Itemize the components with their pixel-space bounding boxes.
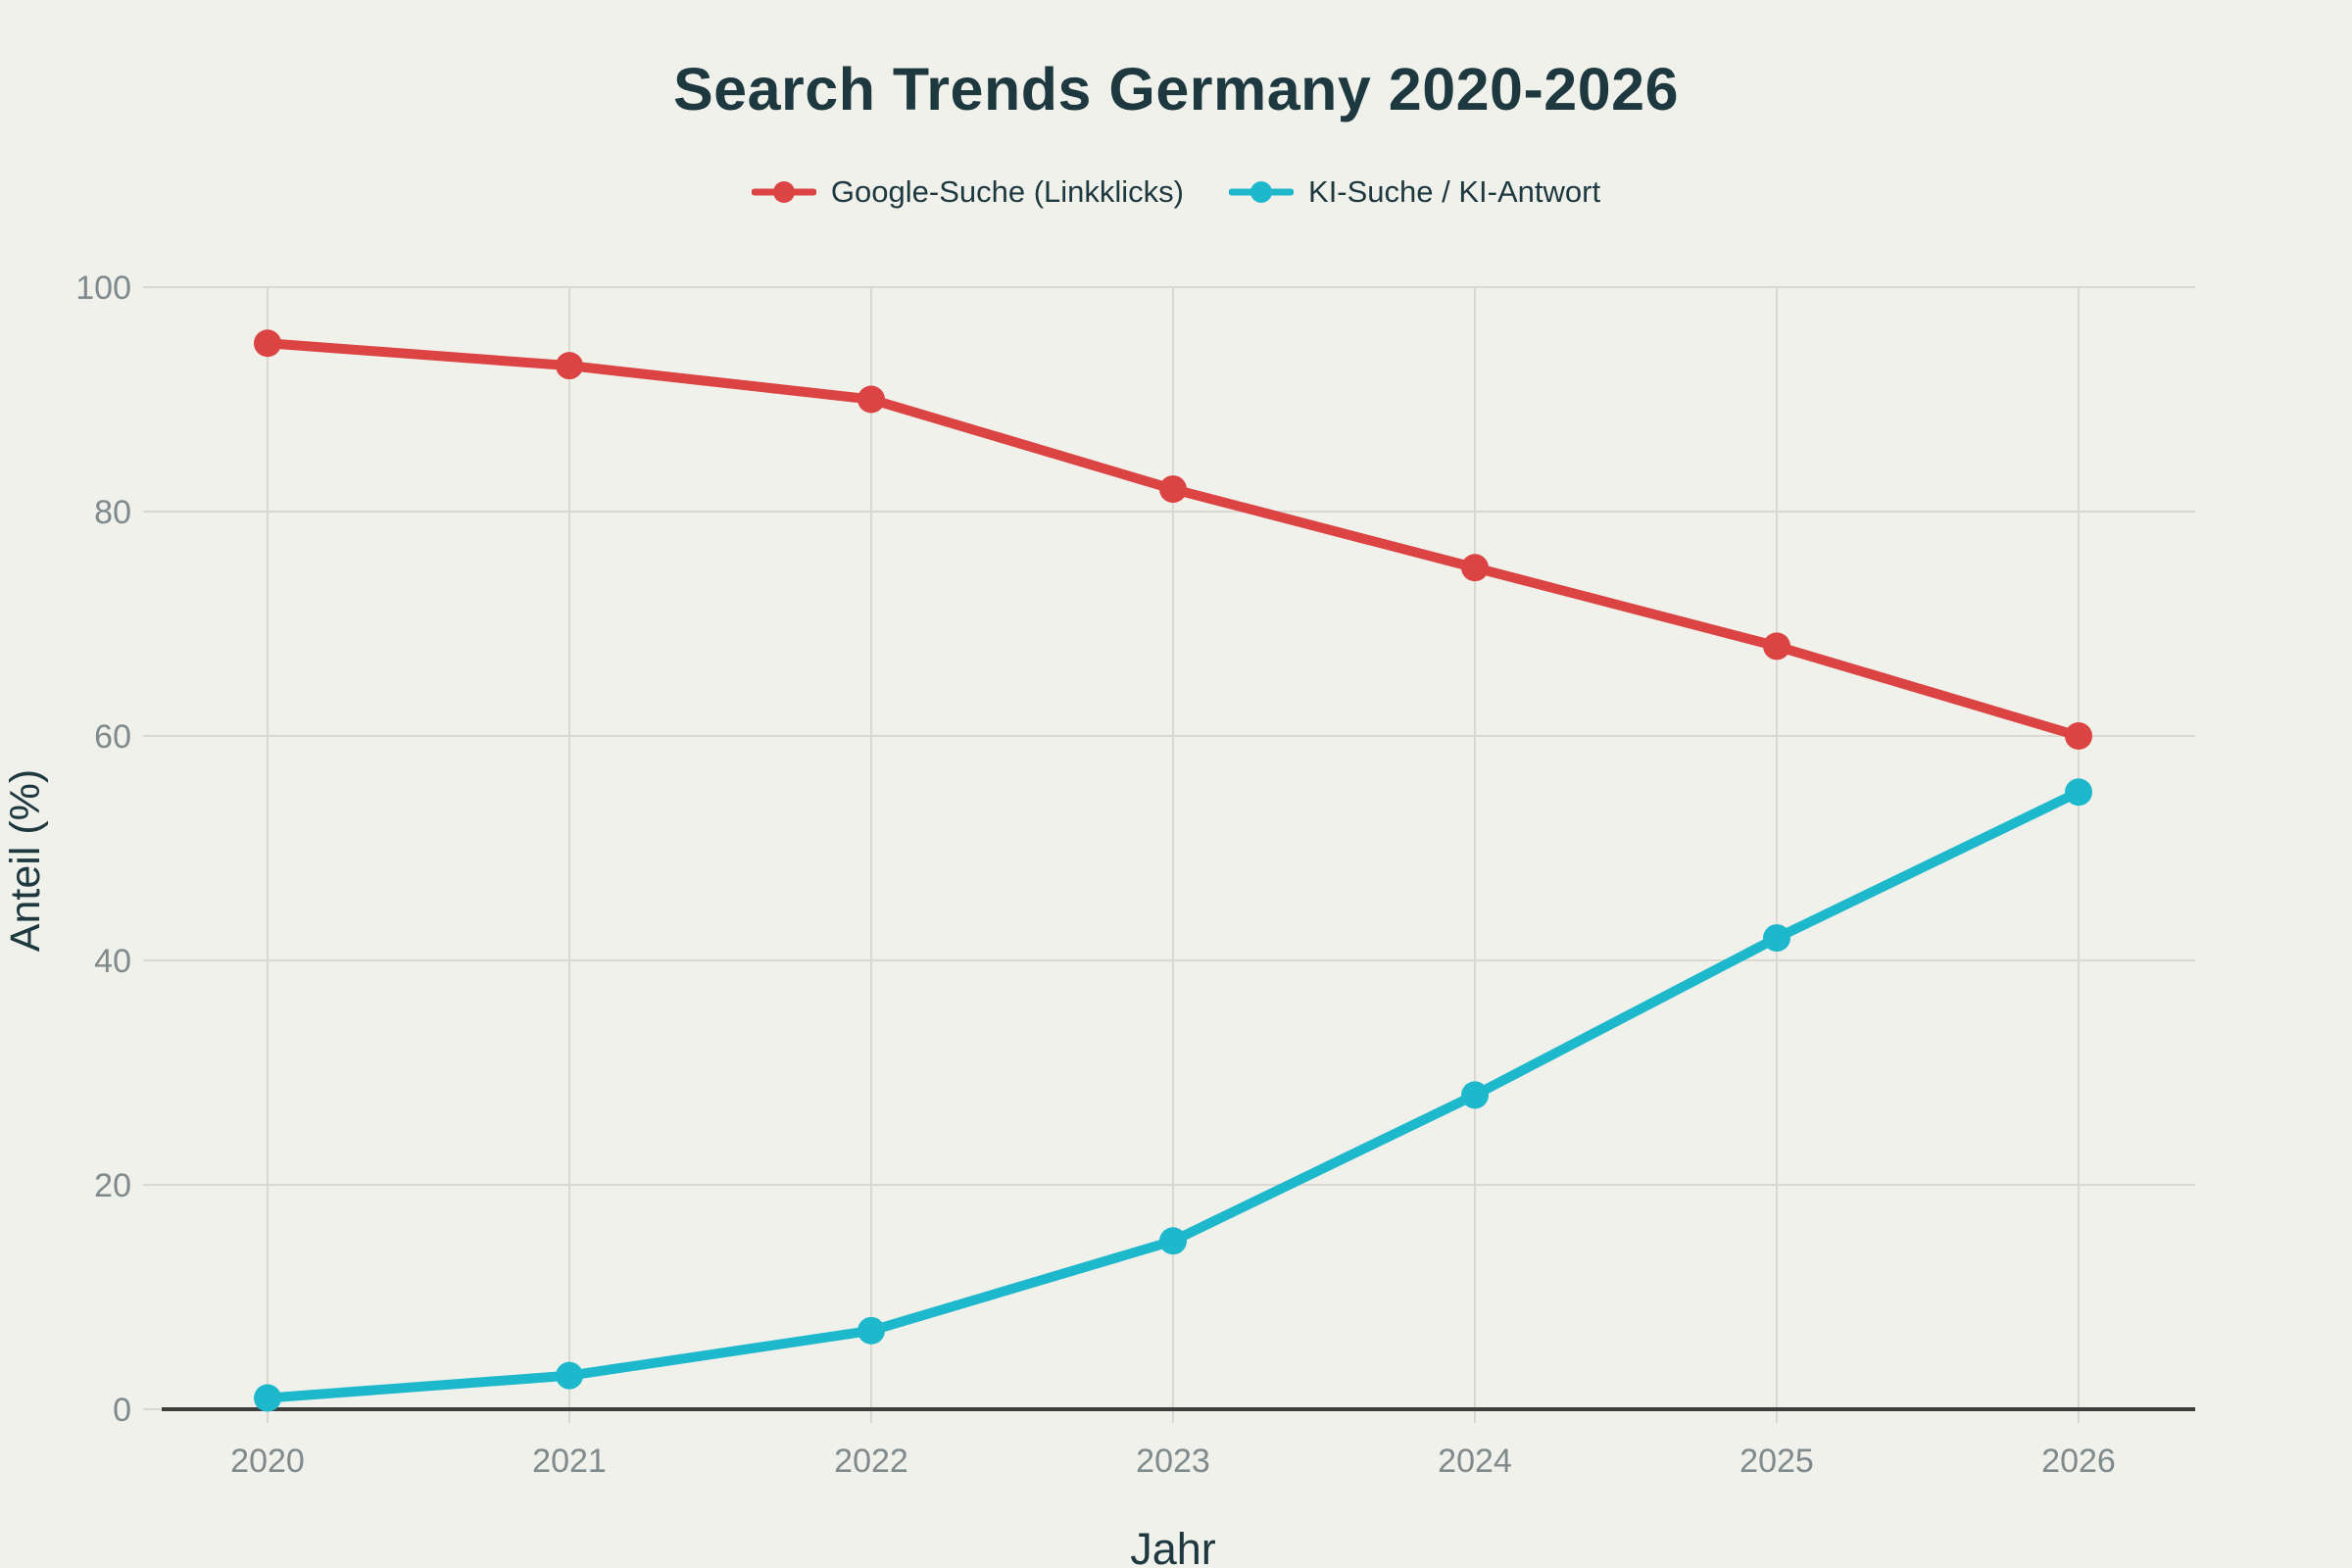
svg-text:2024: 2024 bbox=[1438, 1443, 1512, 1480]
svg-text:100: 100 bbox=[75, 270, 131, 307]
legend-item-google-suche[interactable]: Google-Suche (Linkklicks) bbox=[751, 174, 1185, 210]
legend-label-ki-suche: KI-Suche / KI-Antwort bbox=[1308, 174, 1601, 209]
svg-text:2023: 2023 bbox=[1136, 1443, 1210, 1480]
svg-text:2020: 2020 bbox=[230, 1443, 305, 1480]
svg-text:2022: 2022 bbox=[834, 1443, 908, 1480]
svg-text:2025: 2025 bbox=[1740, 1443, 1814, 1480]
svg-text:Anteil (%): Anteil (%) bbox=[2, 769, 49, 952]
svg-text:80: 80 bbox=[94, 494, 131, 531]
legend-item-ki-suche[interactable]: KI-Suche / KI-Antwort bbox=[1229, 174, 1600, 210]
svg-text:Jahr: Jahr bbox=[1130, 1524, 1216, 1568]
svg-text:2021: 2021 bbox=[532, 1443, 607, 1480]
line-dot-marker-icon bbox=[751, 181, 816, 203]
svg-text:60: 60 bbox=[94, 718, 131, 756]
svg-text:40: 40 bbox=[94, 943, 131, 980]
chart-legend: Google-Suche (Linkklicks) KI-Suche / KI-… bbox=[0, 174, 2352, 210]
svg-text:2026: 2026 bbox=[2041, 1443, 2116, 1480]
legend-label-google-suche: Google-Suche (Linkklicks) bbox=[830, 174, 1185, 209]
svg-text:0: 0 bbox=[113, 1392, 131, 1429]
chart-title: Search Trends Germany 2020-2026 bbox=[673, 56, 1679, 122]
svg-text:20: 20 bbox=[94, 1167, 131, 1204]
line-dot-marker-icon bbox=[1229, 181, 1295, 203]
